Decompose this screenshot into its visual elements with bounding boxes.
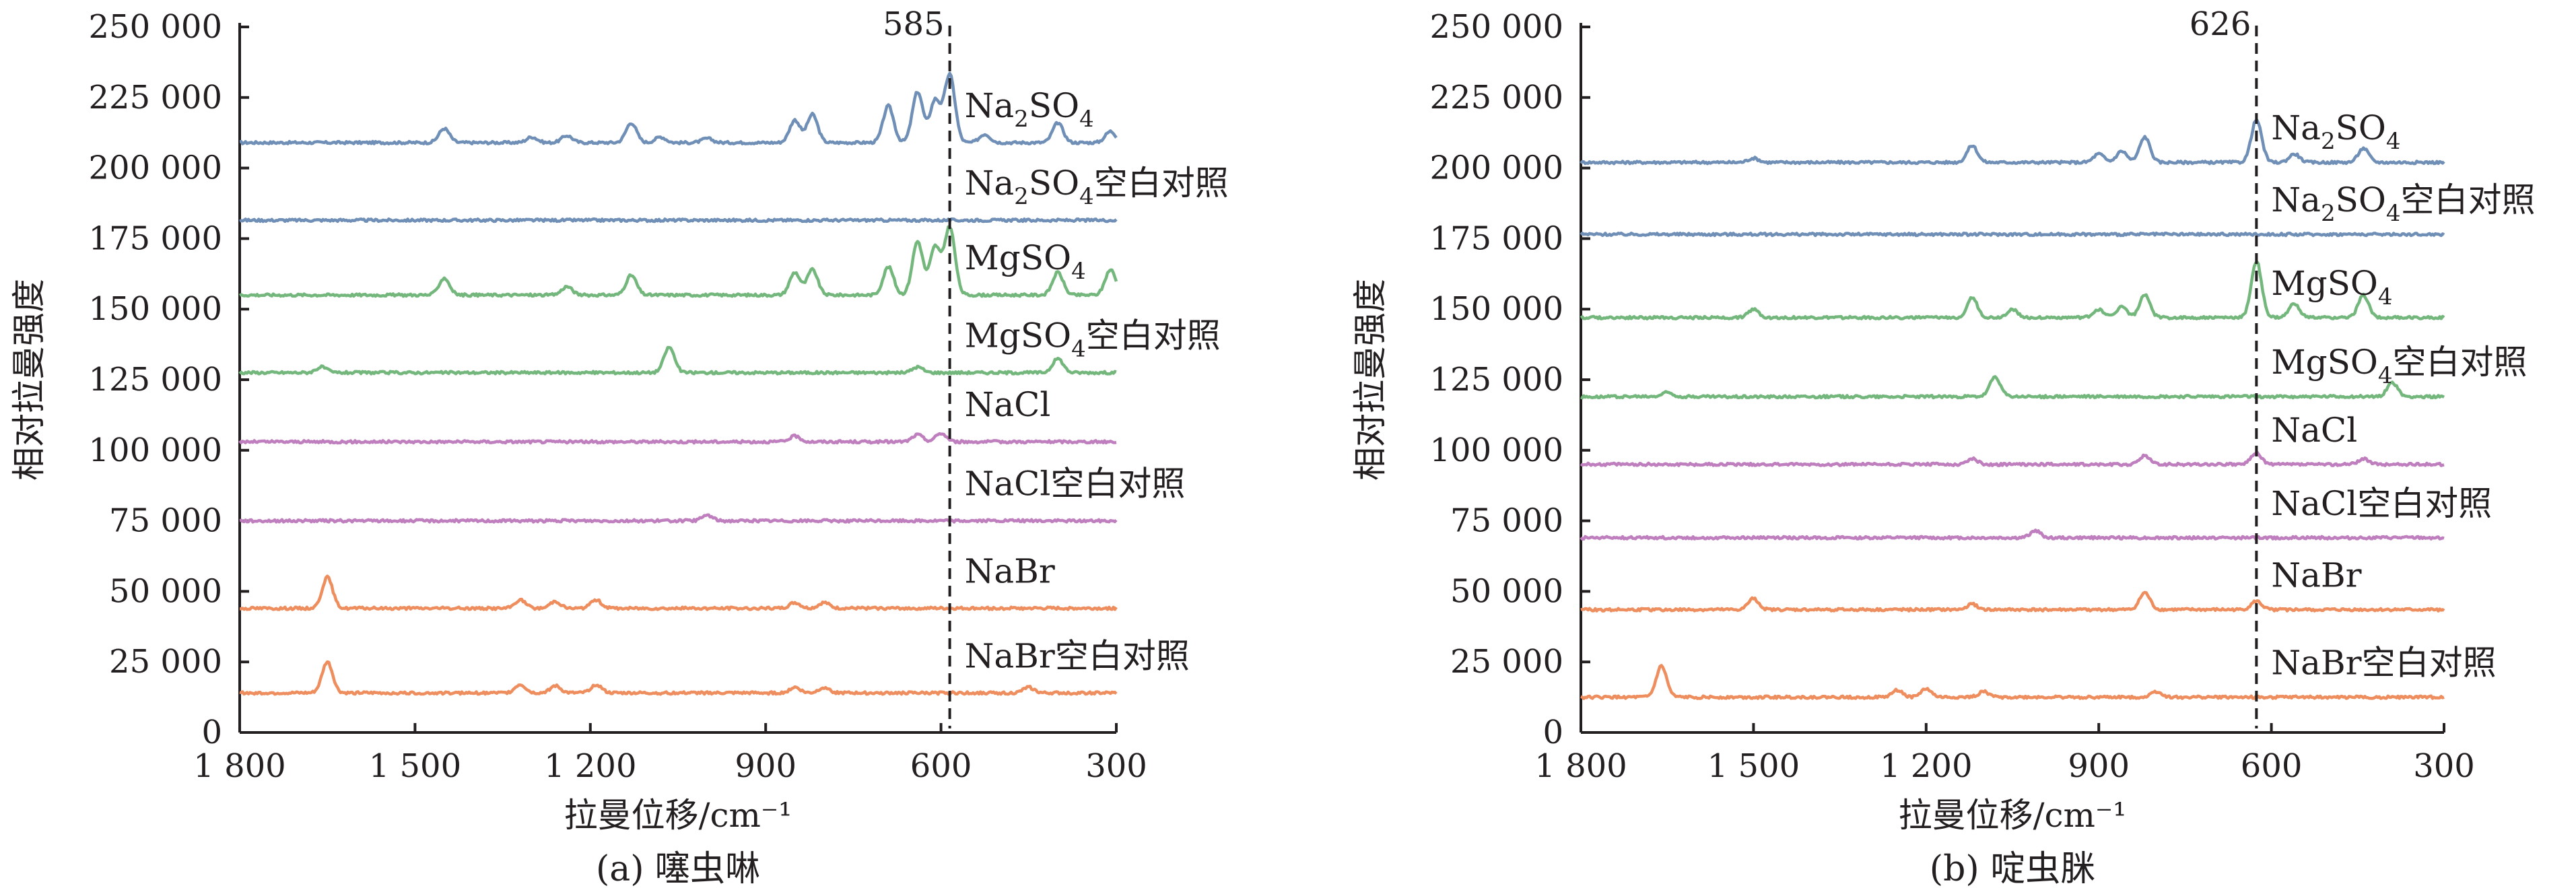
x-tick-label: 1 200 [1880,747,1972,785]
x-axis-title: 拉曼位移/cm⁻¹ [564,796,792,835]
series-label: MgSO4 [2271,264,2392,310]
chart-panel-b: 0 25 000 50 000 75 000 100 000 125 000 150 000… [1351,5,2535,888]
series-label: NaCl [965,385,1051,424]
y-axis-title: 相对拉曼强度 [9,279,48,481]
y-axis-title: 相对拉曼强度 [1351,279,1390,481]
series-label: NaBr空白对照 [2271,644,2496,683]
y-tick-label: 25 000 [1450,643,1563,681]
y-tick-label: 75 000 [1450,502,1563,540]
reference-line-label: 585 [883,5,945,43]
series-line-Na2SO4空白对照 [1580,231,2445,238]
x-tick-label: 1 800 [193,747,285,785]
series-label: Na2SO4空白对照 [2271,180,2535,227]
x-tick-label: 300 [2413,747,2475,785]
y-tick-label: 100 000 [1430,432,1564,469]
series-line-Na2SO4空白对照 [239,217,1118,224]
x-tick-label: 900 [735,747,796,785]
y-tick-label: 0 [1543,714,1563,751]
x-tick-label: 900 [2068,747,2130,785]
y-tick-label: 150 000 [89,290,223,328]
series-label: NaCl空白对照 [965,465,1186,504]
x-tick-label: 600 [910,747,972,785]
series-line-NaCl空白对照 [1580,528,2445,541]
series-label: MgSO4空白对照 [2271,343,2527,389]
series-line-MgSO4 [238,225,1118,298]
y-tick-label: 100 000 [89,432,223,469]
x-axis-title: 拉曼位移/cm⁻¹ [1899,796,2127,835]
series-line-NaCl空白对照 [239,513,1118,524]
series-line-MgSO4 [1580,260,2445,320]
series-line-NaCl [1580,450,2445,467]
series-label: NaCl空白对照 [2271,484,2492,523]
y-tick-label: 200 000 [89,149,223,187]
y-tick-label: 250 000 [1430,8,1564,46]
x-tick-label: 1 500 [369,747,461,785]
series-label: Na2SO4 [965,86,1094,133]
series-label: NaBr [2271,556,2361,595]
y-tick-label: 0 [201,714,222,751]
y-tick-label: 75 000 [109,502,222,540]
series-line-MgSO4空白对照 [1580,375,2445,400]
y-tick-label: 125 000 [89,361,223,399]
y-tick-label: 50 000 [109,572,222,610]
panel-caption: (b) 啶虫脒 [1930,849,2095,888]
x-tick-label: 600 [2241,747,2303,785]
y-tick-label: 225 000 [89,79,223,116]
series-line-NaCl [238,432,1117,445]
y-tick-label: 150 000 [1430,290,1564,328]
reference-line-label: 626 [2190,5,2251,43]
y-tick-label: 125 000 [1430,361,1564,399]
series-line-Na2SO4 [239,71,1118,146]
series-line-NaBr [1580,590,2445,613]
series-line-Na2SO4 [1580,118,2445,166]
y-tick-label: 175 000 [89,219,223,257]
x-tick-label: 1 500 [1707,747,1800,785]
series-label: NaCl [2271,411,2357,450]
series-line-NaBr空白对照 [239,660,1118,696]
series-line-NaBr [239,574,1118,611]
series-line-NaBr空白对照 [1580,664,2445,700]
y-tick-label: 225 000 [1430,79,1564,116]
y-tick-label: 250 000 [89,8,223,46]
y-tick-label: 200 000 [1430,149,1564,187]
chart-panel-a: 0 25 000 50 000 75 000 100 000 125 000 150 000… [9,5,1229,888]
series-label: Na2SO4 [2271,108,2400,155]
x-tick-label: 1 800 [1534,747,1627,785]
series-label: Na2SO4空白对照 [965,164,1229,210]
series-label: NaBr [965,552,1055,591]
y-tick-label: 50 000 [1450,572,1563,610]
series-label: MgSO4空白对照 [965,316,1221,363]
series-label: MgSO4 [965,238,1086,285]
series-line-MgSO4空白对照 [238,345,1117,376]
x-tick-label: 1 200 [544,747,636,785]
y-tick-label: 25 000 [109,643,222,681]
series-label: NaBr空白对照 [965,636,1190,675]
panel-caption: (a) 噻虫啉 [596,849,760,888]
y-tick-label: 175 000 [1430,219,1564,257]
x-tick-label: 300 [1085,747,1147,785]
